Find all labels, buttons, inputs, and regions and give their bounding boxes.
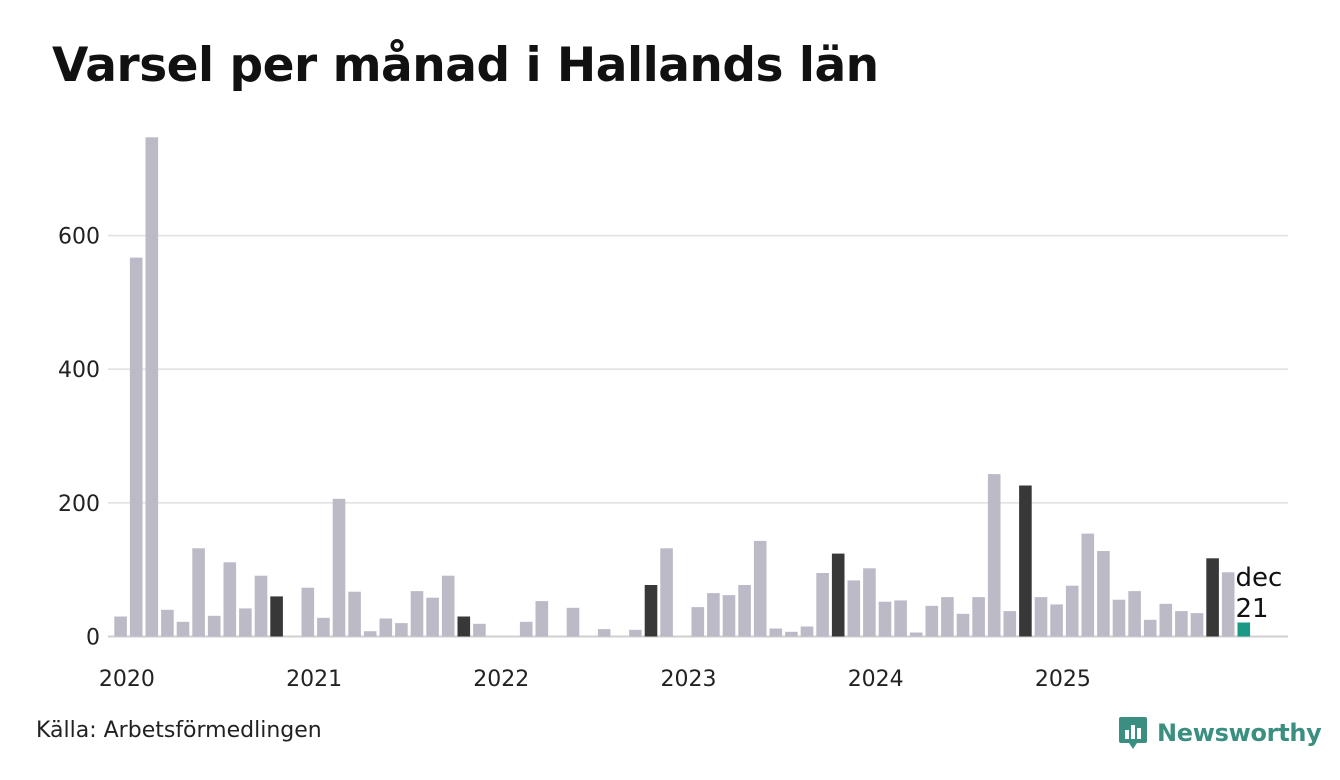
bar	[161, 609, 174, 637]
bar	[972, 597, 985, 637]
bar	[379, 618, 393, 637]
y-tick-label: 600	[58, 225, 100, 250]
bar-december	[1206, 558, 1219, 637]
x-tick-label: 2024	[848, 667, 904, 692]
x-tick-label: 2021	[286, 667, 342, 692]
bar	[1112, 599, 1126, 637]
x-tick-label: 2025	[1035, 667, 1091, 692]
bar	[332, 498, 346, 637]
bar	[1034, 597, 1048, 637]
bar	[1159, 603, 1173, 637]
bar-chart: 0 200 400 600 2020 2021 2022 2023 2024 2025 dec …	[58, 137, 1288, 692]
bar	[785, 631, 798, 637]
bar	[1003, 611, 1017, 637]
bar	[738, 585, 751, 637]
bar-chart-speech-bubble-icon	[1119, 717, 1147, 749]
bar	[1097, 551, 1110, 637]
bar	[426, 597, 439, 637]
bar	[223, 562, 237, 637]
bar	[769, 628, 783, 637]
bar	[566, 607, 580, 637]
bar	[317, 617, 330, 637]
bar-december	[270, 596, 283, 637]
x-axis-tick-labels: 2020 2021 2022 2023 2024 2025	[99, 667, 1091, 692]
bar	[348, 591, 361, 637]
x-tick-label: 2022	[473, 667, 529, 692]
bar	[753, 540, 767, 637]
bar-december	[644, 585, 658, 637]
bar	[894, 600, 907, 637]
y-tick-label: 400	[58, 358, 100, 383]
bar	[878, 601, 892, 637]
bar	[1175, 611, 1188, 637]
bar	[254, 575, 268, 637]
bar	[395, 623, 408, 637]
y-tick-label: 200	[58, 492, 100, 517]
latest-value-annotation: dec 21	[1236, 563, 1283, 624]
bar	[1081, 533, 1095, 637]
bar	[800, 626, 814, 637]
bar	[301, 587, 315, 637]
chart-title: Varsel per månad i Hallands län	[52, 38, 879, 93]
bar	[707, 593, 720, 637]
bar	[1128, 591, 1141, 637]
bar	[847, 580, 861, 637]
bar	[987, 474, 1001, 637]
bar	[239, 608, 252, 637]
bar-december	[457, 616, 471, 637]
annotation-month-label: dec	[1236, 563, 1283, 593]
bar	[629, 629, 642, 637]
gridlines	[108, 234, 1288, 638]
bars	[114, 137, 1251, 637]
bar	[1050, 604, 1063, 637]
bar	[1143, 619, 1157, 637]
bar-december	[1019, 485, 1032, 637]
bar	[597, 629, 611, 637]
x-tick-label: 2023	[661, 667, 717, 692]
bar	[363, 631, 377, 637]
bar	[176, 621, 190, 637]
bar	[1190, 613, 1204, 637]
bar-december	[831, 553, 845, 637]
bar	[941, 597, 954, 637]
bar	[114, 616, 127, 637]
annotation-value-label: 21	[1236, 594, 1269, 624]
x-tick-label: 2020	[99, 667, 155, 692]
bar	[441, 575, 455, 637]
brand-logo-block: Newsworthy	[1118, 713, 1322, 753]
bar	[722, 595, 736, 637]
bar-latest	[1237, 622, 1251, 637]
bar	[473, 623, 486, 637]
bar	[192, 548, 205, 637]
bar	[816, 573, 829, 637]
bar	[863, 568, 876, 637]
y-axis-tick-labels: 0 200 400 600	[58, 225, 100, 651]
bar	[925, 605, 939, 637]
brand-name: Newsworthy	[1157, 719, 1322, 747]
bar	[535, 601, 549, 637]
bar	[207, 615, 221, 637]
bar	[145, 137, 159, 637]
y-tick-label: 0	[86, 626, 100, 651]
bar	[956, 613, 970, 637]
bar	[691, 607, 705, 637]
source-note: Källa: Arbetsförmedlingen	[36, 718, 322, 743]
bar	[519, 621, 533, 637]
bar	[129, 257, 143, 637]
bar	[660, 548, 673, 637]
bar	[1065, 585, 1079, 637]
bar	[1221, 572, 1235, 637]
bar	[410, 591, 424, 637]
bar	[909, 632, 923, 637]
